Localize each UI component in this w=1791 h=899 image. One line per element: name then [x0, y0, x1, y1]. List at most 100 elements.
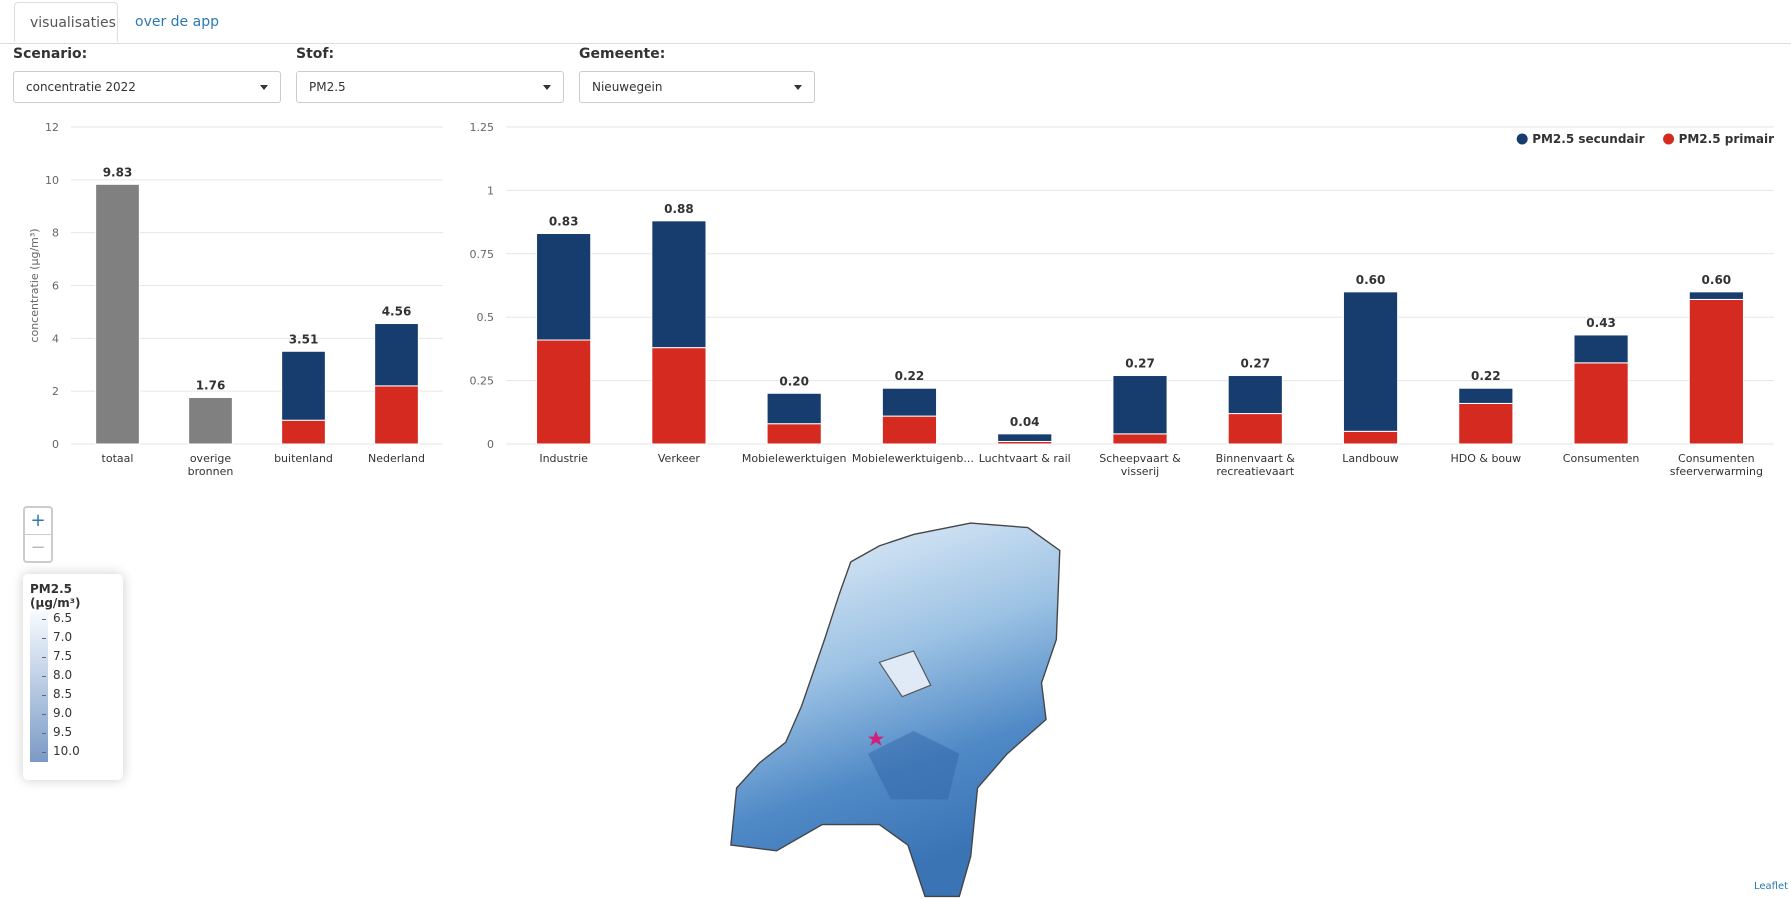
bar-segment [1688, 298, 1744, 445]
filter-label: Stof: [296, 46, 335, 62]
bar-segment [1112, 433, 1168, 445]
total-label: 3.51 [289, 332, 319, 346]
bar-segment [281, 350, 326, 421]
bar-segment [881, 387, 938, 417]
tab-rule [0, 43, 1791, 44]
y-tick-label: 0.75 [470, 248, 495, 261]
tab[interactable]: visualisaties [14, 2, 118, 42]
total-label: 0.22 [895, 369, 925, 383]
x-tick-label: overige bronnen [187, 452, 234, 478]
legend-tick [42, 676, 46, 677]
bar-segment [1458, 402, 1514, 445]
total-label: 0.43 [1586, 316, 1616, 330]
y-tick-label: 4 [52, 332, 59, 345]
total-label: 0.27 [1240, 357, 1270, 371]
dropdown[interactable]: concentratie 2022 [13, 71, 281, 103]
legend-label: 10.0 [53, 744, 80, 758]
bar-segment [1342, 291, 1399, 432]
bar-segment [1688, 291, 1744, 300]
bar-segment [536, 339, 592, 445]
legend-label: PM2.5 secundair [1532, 132, 1644, 146]
x-tick-label: totaal [101, 452, 134, 465]
legend-tick [42, 752, 46, 753]
zoom-in[interactable]: + [25, 508, 51, 535]
filter-label: Scenario: [13, 46, 88, 62]
x-tick-label: Consumenten sfeerverwarming [1669, 452, 1763, 478]
y-tick-label: 0 [487, 438, 494, 451]
x-tick-label: HDO & bouw [1450, 452, 1522, 465]
legend-tick [42, 695, 46, 696]
zoom-out[interactable]: − [30, 537, 46, 558]
bar-segment [1573, 334, 1629, 364]
map [730, 522, 1061, 898]
region [867, 730, 960, 800]
total-label: 0.60 [1702, 273, 1732, 287]
colorbar [30, 611, 48, 762]
legend-label: 8.0 [53, 668, 73, 682]
y-tick-label: 10 [45, 174, 59, 187]
x-tick-label: Industrie [539, 452, 588, 465]
filter-label: Gemeente: [579, 46, 666, 62]
bar-segment [1227, 413, 1283, 445]
total-label: 0.60 [1356, 273, 1386, 287]
legend-label: 9.5 [53, 725, 73, 739]
legend-label: 6.5 [53, 611, 73, 625]
bar-segment [1227, 375, 1283, 415]
legend-label: 8.5 [53, 687, 73, 701]
total-label: 9.83 [103, 165, 133, 179]
dropdown[interactable]: Nieuwegein [579, 71, 815, 103]
x-tick-label: buitenland [274, 452, 333, 465]
y-tick-label: 1.25 [470, 121, 495, 134]
legend-label: 9.0 [53, 706, 73, 720]
total-label: 1.76 [196, 379, 226, 393]
legend-tick [42, 714, 46, 715]
total-label: 4.56 [382, 305, 412, 319]
y-tick-label: 6 [52, 280, 59, 293]
bar-segment [374, 323, 419, 387]
total-label: 0.27 [1125, 357, 1155, 371]
map-legend: PM2.5 (µg/m³) 6.5 7.0 7.5 8.0 8.5 9.0 9.5 10.0 [23, 574, 123, 780]
bar-segment [536, 233, 592, 341]
legend-label: 7.0 [53, 630, 73, 644]
country-shape[interactable] [730, 522, 1061, 898]
bar-segment [766, 392, 822, 425]
y-tick-label: 12 [45, 121, 59, 134]
bar-segment [1112, 375, 1168, 435]
x-tick-label: Scheepvaart & visserij [1099, 452, 1181, 478]
x-tick-label: Luchtvaart & rail [978, 452, 1071, 465]
x-tick-label: Mobielewerktuigen [741, 452, 847, 465]
y-tick-label: 2 [52, 385, 59, 398]
legend-tick [42, 619, 46, 620]
bar-segment [95, 183, 140, 445]
zoom-control: + − [23, 506, 53, 563]
dropdown[interactable]: PM2.5 [296, 71, 564, 103]
attribution[interactable]: Leaflet [1754, 881, 1789, 892]
x-tick-label: Verkeer [657, 452, 700, 465]
bar-segment [766, 423, 822, 445]
bar-segment [188, 397, 233, 445]
bar-segment [651, 220, 707, 349]
legend-swatch [1516, 133, 1528, 145]
y-tick-label: 0.25 [470, 375, 495, 388]
legend-label: PM2.5 primair [1679, 132, 1775, 146]
bar-segment [1342, 430, 1399, 445]
x-tick-label: Consumenten [1562, 452, 1640, 465]
bar-segment [1573, 362, 1629, 445]
legend-tick [42, 733, 46, 734]
total-label: 0.04 [1010, 415, 1040, 429]
total-label: 0.22 [1471, 369, 1501, 383]
y-tick-label: 1 [487, 184, 494, 197]
bar-segment [281, 419, 326, 445]
y-axis-label: concentratie (µg/m³) [28, 228, 41, 342]
bar-segment [881, 415, 938, 445]
legend-title: PM2.5 (µg/m³) [30, 582, 81, 610]
y-tick-label: 0.5 [477, 311, 495, 324]
y-tick-label: 0 [52, 438, 59, 451]
total-label: 0.88 [664, 202, 694, 216]
selected-marker [867, 730, 884, 746]
tab[interactable]: over de app [135, 14, 219, 30]
bar-segment [651, 347, 707, 445]
total-label: 0.20 [779, 374, 809, 388]
